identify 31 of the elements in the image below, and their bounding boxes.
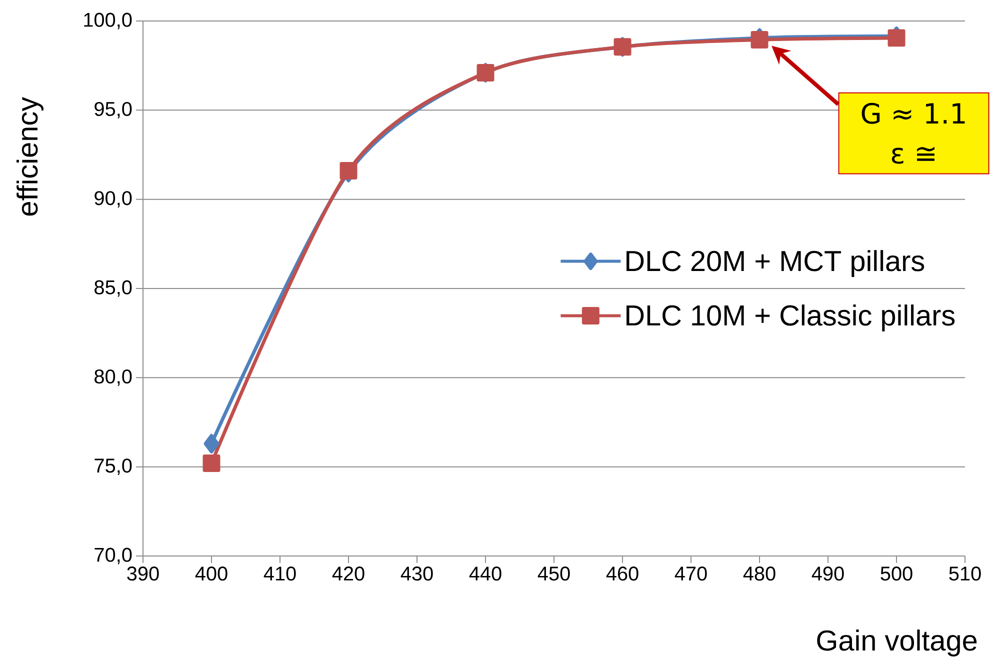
y-tick-label: 90,0: [94, 191, 132, 208]
x-tick-label: 480: [743, 566, 776, 581]
x-axis-title: Gain voltage: [817, 630, 977, 656]
x-tick-label: 400: [195, 566, 228, 581]
x-tick-label: 410: [264, 566, 296, 581]
y-tick-label: 100,0: [84, 12, 132, 30]
y-tick-label: 80,0: [94, 369, 132, 386]
legend-label: DLC 20M + MCT pillars: [626, 250, 924, 278]
annotation: G ≈ 1.1: [862, 102, 965, 124]
x-tick-label: 470: [674, 566, 707, 581]
point: [888, 29, 906, 47]
x-tick-label: 500: [880, 566, 912, 581]
x-tick-label: 440: [469, 566, 502, 581]
x-tick-label: 460: [606, 566, 638, 581]
y-tick-label: 95,0: [94, 102, 132, 118]
y-tick-label: 75,0: [94, 458, 132, 476]
y-axis-title: efficiency: [16, 97, 44, 216]
point: [750, 30, 768, 48]
x-tick-label: 390: [127, 566, 159, 581]
x-tick-label: 450: [538, 566, 570, 581]
x-tick-label: 510: [949, 566, 981, 581]
x-tick-label: 420: [332, 566, 364, 581]
x-tick-label: 490: [812, 566, 844, 581]
point: [204, 434, 220, 454]
y-tick-label: 85,0: [94, 280, 132, 297]
y-tick-label: 70,0: [94, 548, 132, 564]
legend-label: DLC 10M + Classic pillars: [626, 304, 955, 332]
x-tick-label: 430: [400, 566, 433, 581]
point: [202, 454, 220, 472]
point: [340, 162, 358, 180]
annotation: ε ≅: [892, 146, 934, 164]
